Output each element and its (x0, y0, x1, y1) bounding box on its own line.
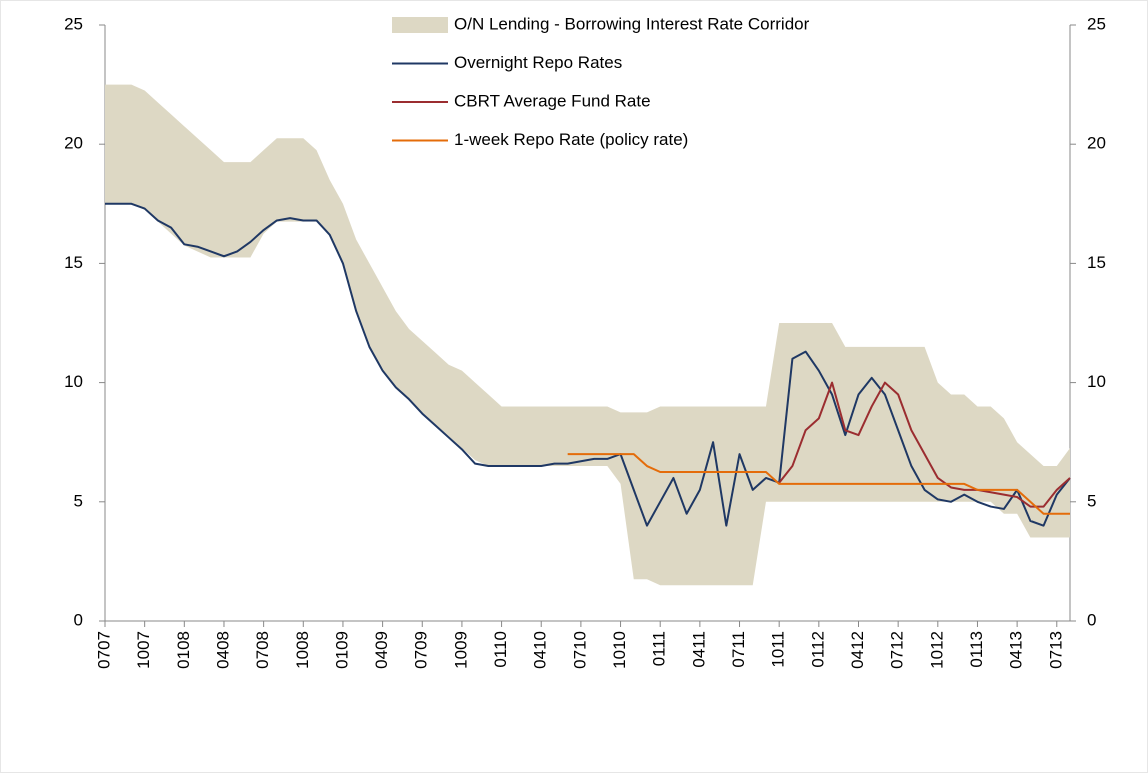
x-tick-label: 0712 (888, 631, 907, 669)
legend-label: CBRT Average Fund Rate (454, 91, 651, 110)
x-tick-label: 0411 (689, 631, 708, 668)
x-tick-label: 1009 (451, 631, 470, 669)
y2-tick-label: 25 (1087, 14, 1106, 33)
x-tick-label: 0708 (253, 631, 272, 669)
x-tick-label: 0111 (650, 631, 669, 666)
x-tick-label: 0413 (1007, 631, 1026, 669)
y2-tick-label: 20 (1087, 134, 1106, 153)
x-tick-label: 1008 (293, 631, 312, 669)
x-tick-label: 0112 (808, 631, 827, 668)
x-tick-label: 0109 (332, 631, 351, 669)
y-tick-label: 10 (64, 372, 83, 391)
x-tick-label: 1010 (610, 631, 629, 669)
corridor-area (105, 84, 1070, 586)
x-tick-label: 0113 (967, 631, 986, 668)
y-tick-label: 0 (74, 610, 83, 629)
legend-label: 1-week Repo Rate (policy rate) (454, 130, 688, 149)
y-tick-label: 5 (74, 491, 83, 510)
y-tick-label: 25 (64, 14, 83, 33)
x-tick-label: 1011 (769, 631, 788, 668)
line-series (105, 202, 1071, 527)
x-tick-label: 0711 (729, 631, 748, 668)
legend-swatch (392, 17, 448, 33)
x-tick-label: 0709 (412, 631, 431, 669)
line-series (778, 381, 1071, 508)
y-tick-label: 20 (64, 134, 83, 153)
y2-tick-label: 5 (1087, 491, 1096, 510)
x-tick-label: 1007 (134, 631, 153, 669)
x-tick-label: 0710 (570, 631, 589, 669)
x-tick-label: 0412 (848, 631, 867, 669)
x-tick-label: 0108 (174, 631, 193, 669)
y2-tick-label: 10 (1087, 372, 1106, 391)
x-tick-label: 1012 (927, 631, 946, 669)
x-tick-label: 0408 (213, 631, 232, 669)
y2-tick-label: 15 (1087, 253, 1106, 272)
line-series (567, 453, 1070, 515)
x-tick-label: 0110 (491, 631, 510, 668)
legend-label: Overnight Repo Rates (454, 53, 622, 72)
x-tick-label: 0409 (372, 631, 391, 669)
legend-label: O/N Lending - Borrowing Interest Rate Co… (454, 14, 810, 33)
y-tick-label: 15 (64, 253, 83, 272)
y2-tick-label: 0 (1087, 610, 1096, 629)
x-tick-label: 0707 (94, 631, 113, 669)
x-tick-label: 0713 (1046, 631, 1065, 669)
x-tick-label: 0410 (531, 631, 550, 669)
